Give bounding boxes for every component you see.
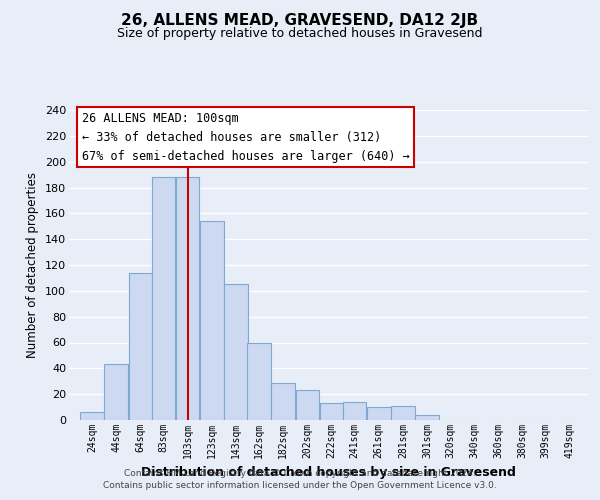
Bar	[104, 364, 128, 420]
Bar	[176, 177, 199, 420]
Bar	[391, 406, 415, 420]
Bar	[343, 402, 367, 420]
X-axis label: Distribution of detached houses by size in Gravesend: Distribution of detached houses by size …	[141, 466, 516, 479]
Bar	[296, 390, 319, 420]
Bar	[415, 415, 439, 420]
Y-axis label: Number of detached properties: Number of detached properties	[26, 172, 40, 358]
Text: Size of property relative to detached houses in Gravesend: Size of property relative to detached ho…	[117, 28, 483, 40]
Text: Contains HM Land Registry data © Crown copyright and database right 2024.: Contains HM Land Registry data © Crown c…	[124, 468, 476, 477]
Text: 26 ALLENS MEAD: 100sqm
← 33% of detached houses are smaller (312)
67% of semi-de: 26 ALLENS MEAD: 100sqm ← 33% of detached…	[82, 112, 410, 162]
Bar	[152, 177, 175, 420]
Text: Contains public sector information licensed under the Open Government Licence v3: Contains public sector information licen…	[103, 481, 497, 490]
Bar	[247, 342, 271, 420]
Bar	[80, 412, 104, 420]
Bar	[224, 284, 248, 420]
Bar	[271, 382, 295, 420]
Bar	[200, 221, 224, 420]
Bar	[320, 403, 343, 420]
Bar	[128, 273, 152, 420]
Bar	[367, 407, 391, 420]
Text: 26, ALLENS MEAD, GRAVESEND, DA12 2JB: 26, ALLENS MEAD, GRAVESEND, DA12 2JB	[121, 12, 479, 28]
